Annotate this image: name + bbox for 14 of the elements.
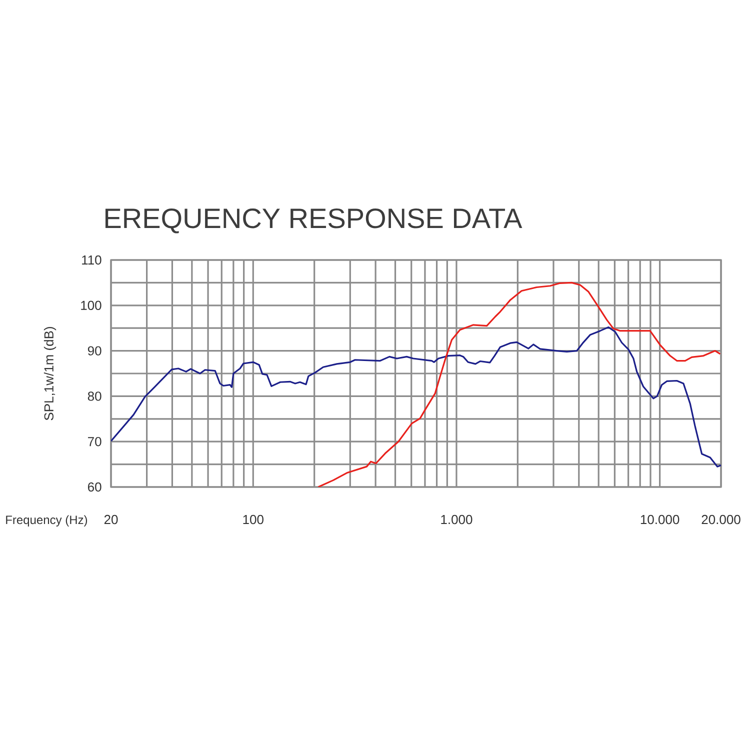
y-axis-title: SPL,1w/1m (dB) [44,326,56,420]
x-tick-label: 100 [243,514,264,524]
chart-title: EREQUENCY RESPONSE DATA [105,208,522,234]
x-tick-label: 1.000 [441,514,472,524]
x-tick-label: 10.000 [640,514,680,524]
y-tick-label: 90 [88,346,102,356]
y-tick-label: 60 [88,482,102,492]
x-axis-title: Frequency (Hz) [6,515,88,526]
y-tick-label: 100 [81,300,102,310]
y-tick-label: 70 [88,436,102,446]
x-tick-label: 20 [104,514,118,524]
x-tick-label: 20.000 [702,514,740,524]
y-tick-label: 80 [88,392,102,401]
y-tick-label: 110 [82,255,102,265]
